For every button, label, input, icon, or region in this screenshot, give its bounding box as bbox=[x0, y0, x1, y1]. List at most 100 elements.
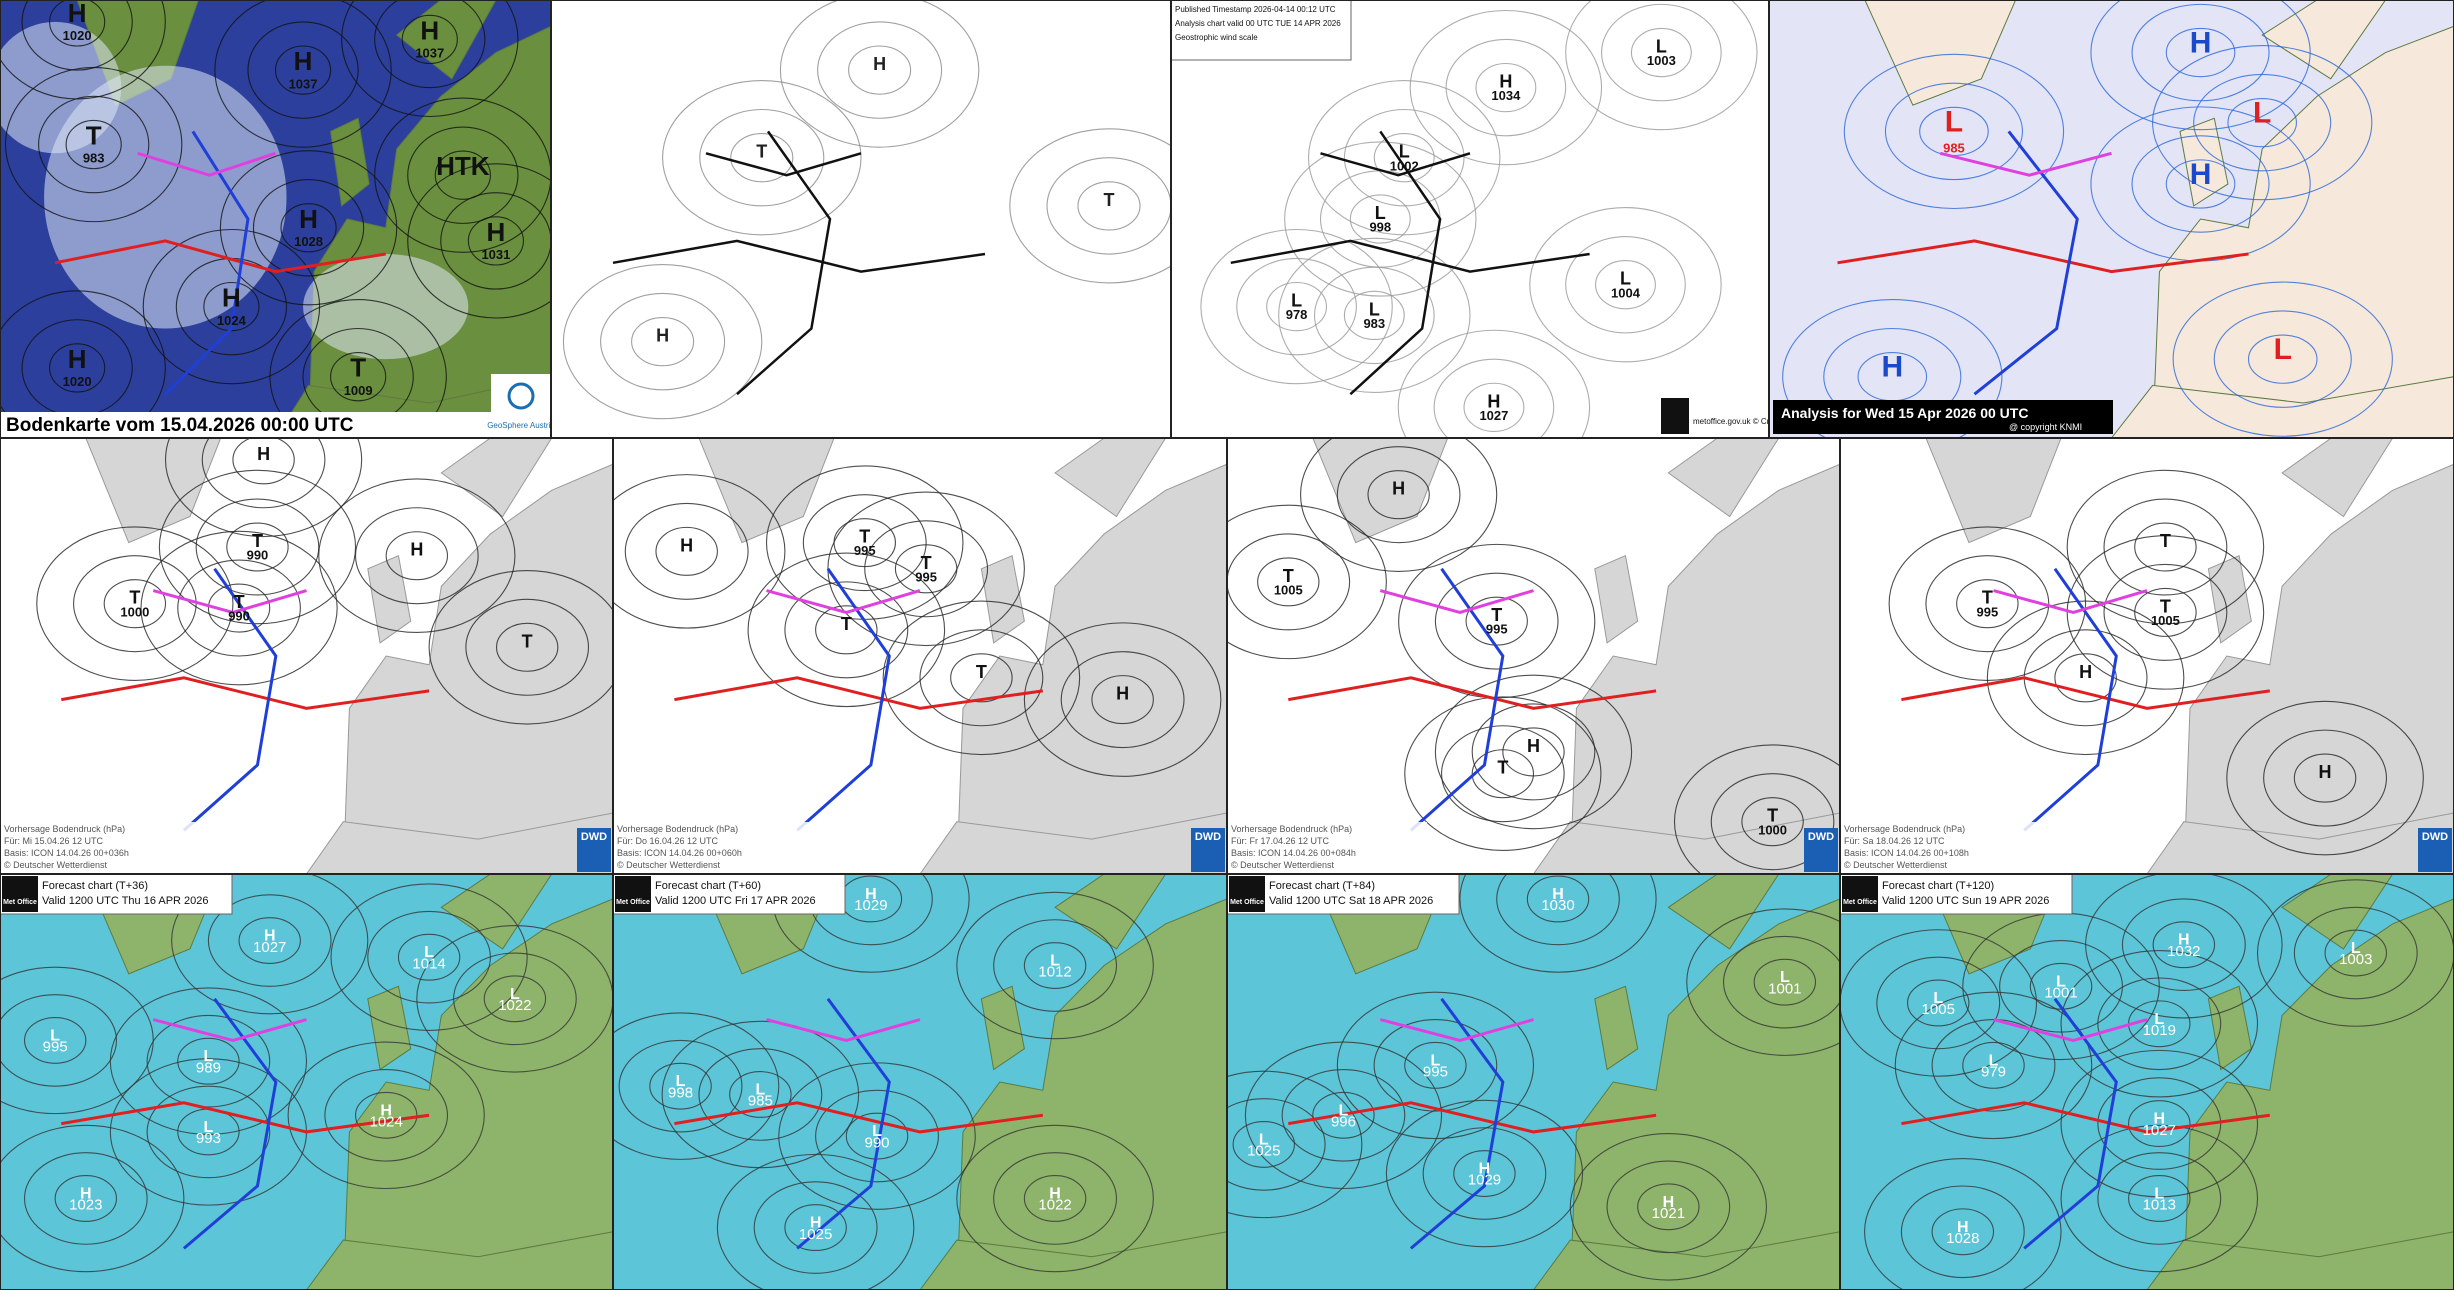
isobar bbox=[164, 438, 363, 538]
isobar bbox=[397, 933, 461, 981]
isobar bbox=[1312, 1091, 1375, 1139]
isobar bbox=[23, 1016, 87, 1064]
front bbox=[61, 676, 430, 710]
isobar bbox=[1023, 622, 1222, 777]
caption: © Deutscher Wetterdienst bbox=[4, 860, 108, 870]
isobar bbox=[226, 522, 289, 572]
logo-box bbox=[1229, 876, 1265, 912]
isobar bbox=[2227, 98, 2298, 148]
isobar bbox=[1422, 1127, 1547, 1220]
map-panel: L 985 H H H L L Analysis for Wed 15 Apr 2026 00… bbox=[1769, 0, 2454, 438]
land bbox=[1312, 438, 1449, 544]
caption: © Deutscher Wetterdienst bbox=[617, 860, 721, 870]
isobar bbox=[1710, 773, 1835, 871]
isobar bbox=[1673, 744, 1840, 874]
isobar bbox=[2060, 949, 2259, 1098]
isobar bbox=[2097, 977, 2222, 1071]
caption: Forecast chart (T+120) bbox=[1882, 880, 1994, 892]
pressure-value: 990 bbox=[247, 548, 269, 563]
isobar bbox=[1227, 1070, 1363, 1219]
isobar bbox=[779, 0, 980, 148]
pressure-system: L bbox=[1989, 1052, 1999, 1069]
isobar bbox=[274, 45, 332, 95]
caption-box bbox=[613, 822, 813, 874]
isobar bbox=[1471, 749, 1535, 799]
pressure-system: L bbox=[1656, 37, 1667, 57]
isobar bbox=[0, 1124, 185, 1273]
pressure-system: H bbox=[1552, 886, 1564, 903]
pressure-value: 996 bbox=[1331, 1113, 1356, 1130]
isobar bbox=[1236, 257, 1357, 356]
pressure-value: 990 bbox=[228, 609, 250, 624]
front bbox=[766, 589, 921, 614]
pressure-value: 993 bbox=[196, 1130, 221, 1147]
caption: Vorhersage Bodendruck (hPa) bbox=[1844, 824, 1965, 834]
pressure-value: 983 bbox=[1363, 316, 1385, 331]
pressure-value: 978 bbox=[1286, 307, 1308, 322]
isobar bbox=[1349, 194, 1411, 244]
pressure-value: 1031 bbox=[481, 247, 510, 262]
caption: © Deutscher Wetterdienst bbox=[1844, 860, 1948, 870]
pressure-system: T bbox=[921, 553, 932, 573]
isobar bbox=[49, 343, 106, 393]
isobar bbox=[1385, 1099, 1584, 1248]
pressure-value: 1032 bbox=[2167, 943, 2200, 960]
pressure-value: 1003 bbox=[2339, 951, 2372, 968]
isobar bbox=[1336, 446, 1461, 544]
pressure-value: 1002 bbox=[1390, 158, 1419, 173]
isobar bbox=[2054, 653, 2117, 703]
isobar bbox=[2103, 563, 2228, 661]
pressure-system: T bbox=[350, 353, 366, 383]
logo-box bbox=[1804, 828, 1838, 872]
isobar bbox=[2121, 898, 2246, 992]
pressure-system: H bbox=[1049, 1185, 1061, 1202]
front bbox=[1973, 130, 2079, 396]
caption: Bodenkarte vom 15.04.2026 00:00 UTC bbox=[6, 415, 354, 436]
pressure-system: T bbox=[756, 142, 767, 162]
isobar bbox=[1453, 1150, 1516, 1197]
pressure-system: H bbox=[865, 886, 877, 903]
isobar bbox=[1404, 1041, 1467, 1089]
pressure-system: H bbox=[299, 204, 318, 234]
isobar bbox=[1313, 266, 1435, 365]
isobar bbox=[2066, 469, 2265, 625]
pressure-system: T bbox=[1982, 588, 1993, 608]
isobar bbox=[65, 119, 122, 170]
isobar bbox=[2193, 73, 2332, 172]
pressure-system: L bbox=[872, 1123, 882, 1140]
isobar bbox=[1373, 133, 1435, 183]
front bbox=[1901, 1101, 2271, 1134]
front bbox=[2023, 997, 2118, 1250]
pressure-system: L bbox=[204, 1048, 214, 1065]
pressure-system: L bbox=[676, 1073, 686, 1090]
isobar bbox=[815, 1089, 939, 1183]
pressure-value: 1028 bbox=[1946, 1230, 1979, 1247]
pressure-system: H bbox=[420, 15, 439, 45]
front bbox=[766, 1018, 921, 1042]
isobar bbox=[1741, 797, 1804, 847]
pressure-value: 995 bbox=[1977, 604, 1999, 619]
land bbox=[440, 438, 553, 518]
pressure-system: H bbox=[1499, 72, 1512, 92]
isobar bbox=[2134, 522, 2197, 572]
isobar bbox=[1077, 181, 1141, 231]
pressure-system: H bbox=[810, 1215, 822, 1232]
isobar bbox=[613, 474, 786, 629]
isobar bbox=[374, 97, 551, 253]
isobar bbox=[784, 581, 909, 679]
caption: Analysis for Wed 15 Apr 2026 00 UTC bbox=[1781, 405, 2028, 421]
pressure-system: L bbox=[510, 986, 520, 1003]
isobar bbox=[1441, 725, 1565, 823]
caption: Forecast chart (T+84) bbox=[1269, 880, 1375, 892]
isobar bbox=[201, 438, 326, 509]
pressure-value: 1037 bbox=[415, 46, 444, 61]
land bbox=[698, 438, 835, 544]
pressure-system: H bbox=[2178, 932, 2190, 949]
isobar bbox=[238, 917, 301, 964]
isobar bbox=[784, 1204, 847, 1252]
isobar bbox=[341, 0, 519, 118]
caption-box bbox=[1773, 400, 2113, 434]
land bbox=[1532, 812, 1840, 874]
pressure-value: 1001 bbox=[1768, 980, 1801, 997]
